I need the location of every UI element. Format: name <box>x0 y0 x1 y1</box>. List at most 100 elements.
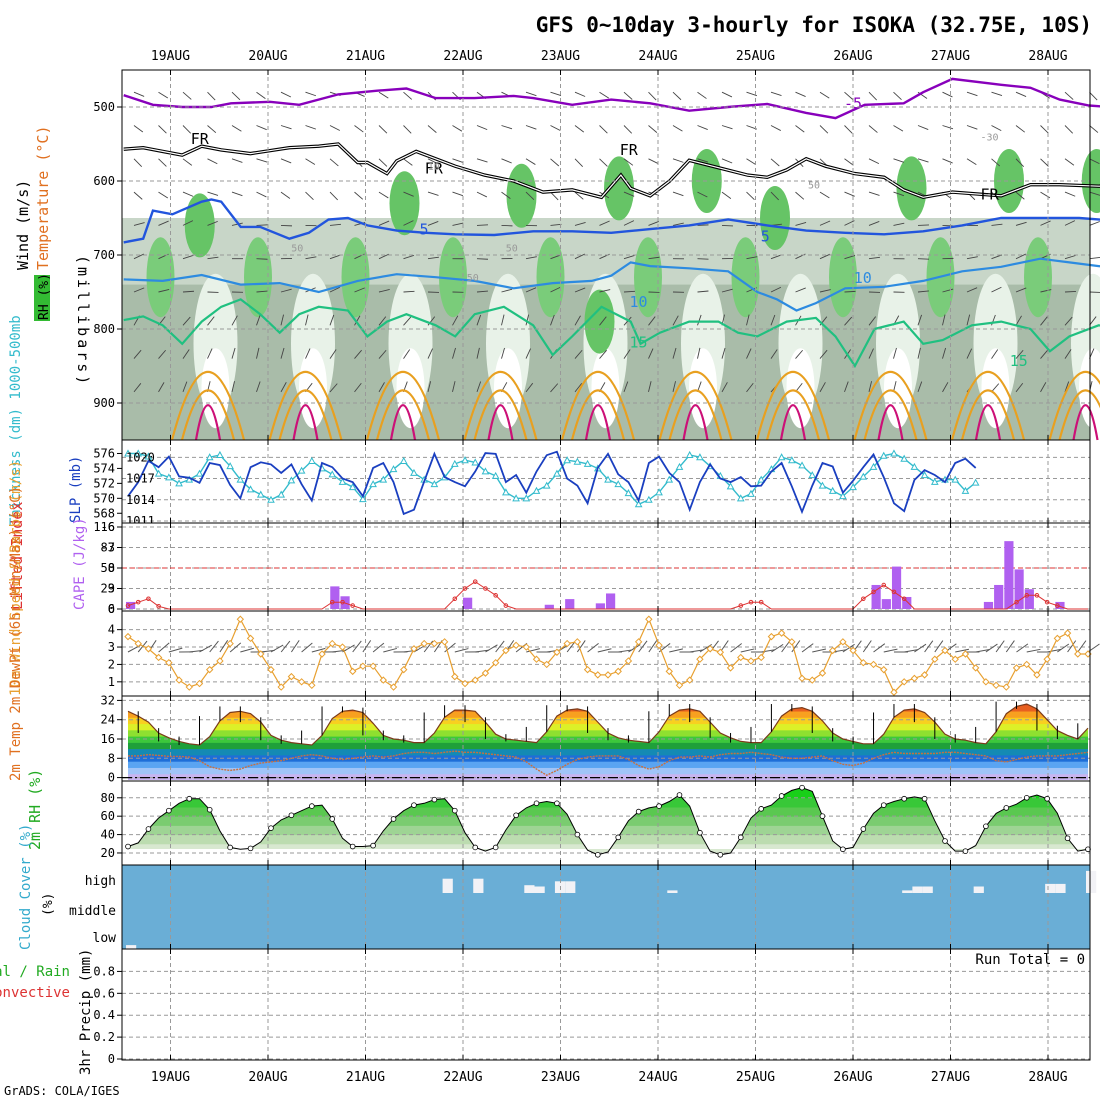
rh-moist-patch <box>604 156 634 221</box>
surface-wind-barb <box>168 647 183 653</box>
wind-barb <box>452 191 464 197</box>
temp-color-band <box>128 761 1088 768</box>
wind-barb <box>844 290 856 293</box>
wind-barb <box>966 91 978 97</box>
rh-marker <box>840 846 846 853</box>
cape-bar <box>1014 569 1024 609</box>
wind-barb <box>1064 220 1076 226</box>
wind-barb <box>819 125 829 134</box>
wind-barb <box>1064 91 1074 100</box>
surface-wind-barb <box>260 649 275 653</box>
surface-wind-barb <box>740 648 755 653</box>
wind-barb <box>893 91 902 101</box>
wind-barb <box>917 381 923 393</box>
thickness-marker <box>583 459 592 467</box>
wind-barb <box>623 191 635 197</box>
wind-speed-marker <box>624 657 633 665</box>
wind-barb <box>893 191 905 197</box>
iso-minus5-contour <box>123 77 1100 120</box>
surface-wind-barb <box>801 643 814 653</box>
warm-contour-arch <box>853 371 928 441</box>
wind-barb <box>942 288 954 293</box>
wind-barb <box>574 382 583 393</box>
wind-barb <box>1064 349 1072 359</box>
cape-bar <box>994 584 1004 609</box>
surface-wind-barb <box>229 642 242 653</box>
wind-barb <box>1064 316 1073 326</box>
wind-speed-marker <box>491 658 500 667</box>
cloud-bar <box>667 890 678 893</box>
wind-speed-marker <box>532 655 541 663</box>
thickness-marker <box>910 462 919 470</box>
wind-barb <box>599 289 611 293</box>
wind-barb <box>991 125 1002 131</box>
lifted-index-marker <box>871 589 876 595</box>
wind-barb <box>525 348 531 359</box>
wind-barb <box>844 381 849 393</box>
surface-wind-barb <box>791 640 801 653</box>
bottom-date-axis: 19AUG 20AUG 21AUG 22AUG 23AUG 24AUG 25AUG 26AUG… <box>151 1070 1068 1085</box>
wind-barb <box>452 347 456 359</box>
panel-frame <box>121 948 1091 1061</box>
wind-barb <box>795 349 803 359</box>
thickness-marker <box>951 475 960 483</box>
wind-speed-marker <box>440 638 449 646</box>
wind-barb <box>427 348 433 359</box>
surface-wind-barb <box>995 640 1005 653</box>
rh-marker <box>676 792 683 798</box>
warm-contour-arch <box>755 371 831 441</box>
wind-barb <box>697 314 702 326</box>
thickness-marker <box>696 453 704 461</box>
thickness-marker <box>808 471 817 479</box>
wind-barb <box>574 125 585 133</box>
contour-label: 5 <box>419 220 428 238</box>
wind-speed-marker <box>154 653 163 662</box>
run-total-label: Run Total = 0 <box>975 952 1085 968</box>
wind-barb <box>746 158 757 165</box>
thickness-marker <box>839 492 847 500</box>
wind-barb <box>329 158 339 167</box>
warm-contour-arch <box>292 404 319 441</box>
warm-contour-arch <box>463 371 538 441</box>
wind-barb <box>133 383 142 393</box>
wind-barb <box>329 191 339 201</box>
surface-wind-barb <box>955 648 970 653</box>
wind-speed-marker <box>185 683 193 691</box>
surface-wind-barb <box>597 648 612 653</box>
wind-barb <box>207 191 219 196</box>
thickness-marker <box>144 452 153 460</box>
lifted-index-marker <box>503 603 509 608</box>
surface-wind-barb <box>924 640 934 653</box>
cape-bar <box>595 603 605 609</box>
rh-moist-patch <box>1081 149 1100 213</box>
surface-wind-barb <box>1016 643 1029 653</box>
surface-wind-barb <box>1067 640 1077 653</box>
wind-speed-marker <box>246 634 255 643</box>
wind-speed-marker <box>982 678 990 686</box>
warm-contour-arch <box>278 389 333 441</box>
wind-barb <box>917 158 929 163</box>
cloud-bar <box>565 881 576 893</box>
y-tick-label: 700 <box>93 248 115 262</box>
surface-wind-barb <box>209 640 219 653</box>
wind-speed-marker <box>400 665 408 674</box>
rh-moist-patch <box>536 237 565 318</box>
wind-barb <box>648 316 656 326</box>
y-tick-label: 800 <box>93 322 115 336</box>
bottom-date-label: 24AUG <box>638 1070 677 1085</box>
wind-barb <box>525 382 534 393</box>
thickness-marker <box>124 449 132 457</box>
y-tick-label: 500 <box>93 100 115 114</box>
wind-barb <box>868 158 880 165</box>
wind-barb <box>599 158 608 167</box>
wind-barb <box>868 91 877 101</box>
wind-barb <box>721 158 733 164</box>
wind-speed-marker <box>1043 655 1051 663</box>
wind-barb <box>329 286 341 293</box>
wind-barb <box>1089 221 1100 226</box>
warm-contour-arch <box>658 371 733 441</box>
y-tick-label: 80 <box>101 791 115 805</box>
contour-label: 50 <box>467 273 479 284</box>
surface-wind-barb <box>812 648 827 653</box>
wind-barb <box>525 158 536 165</box>
